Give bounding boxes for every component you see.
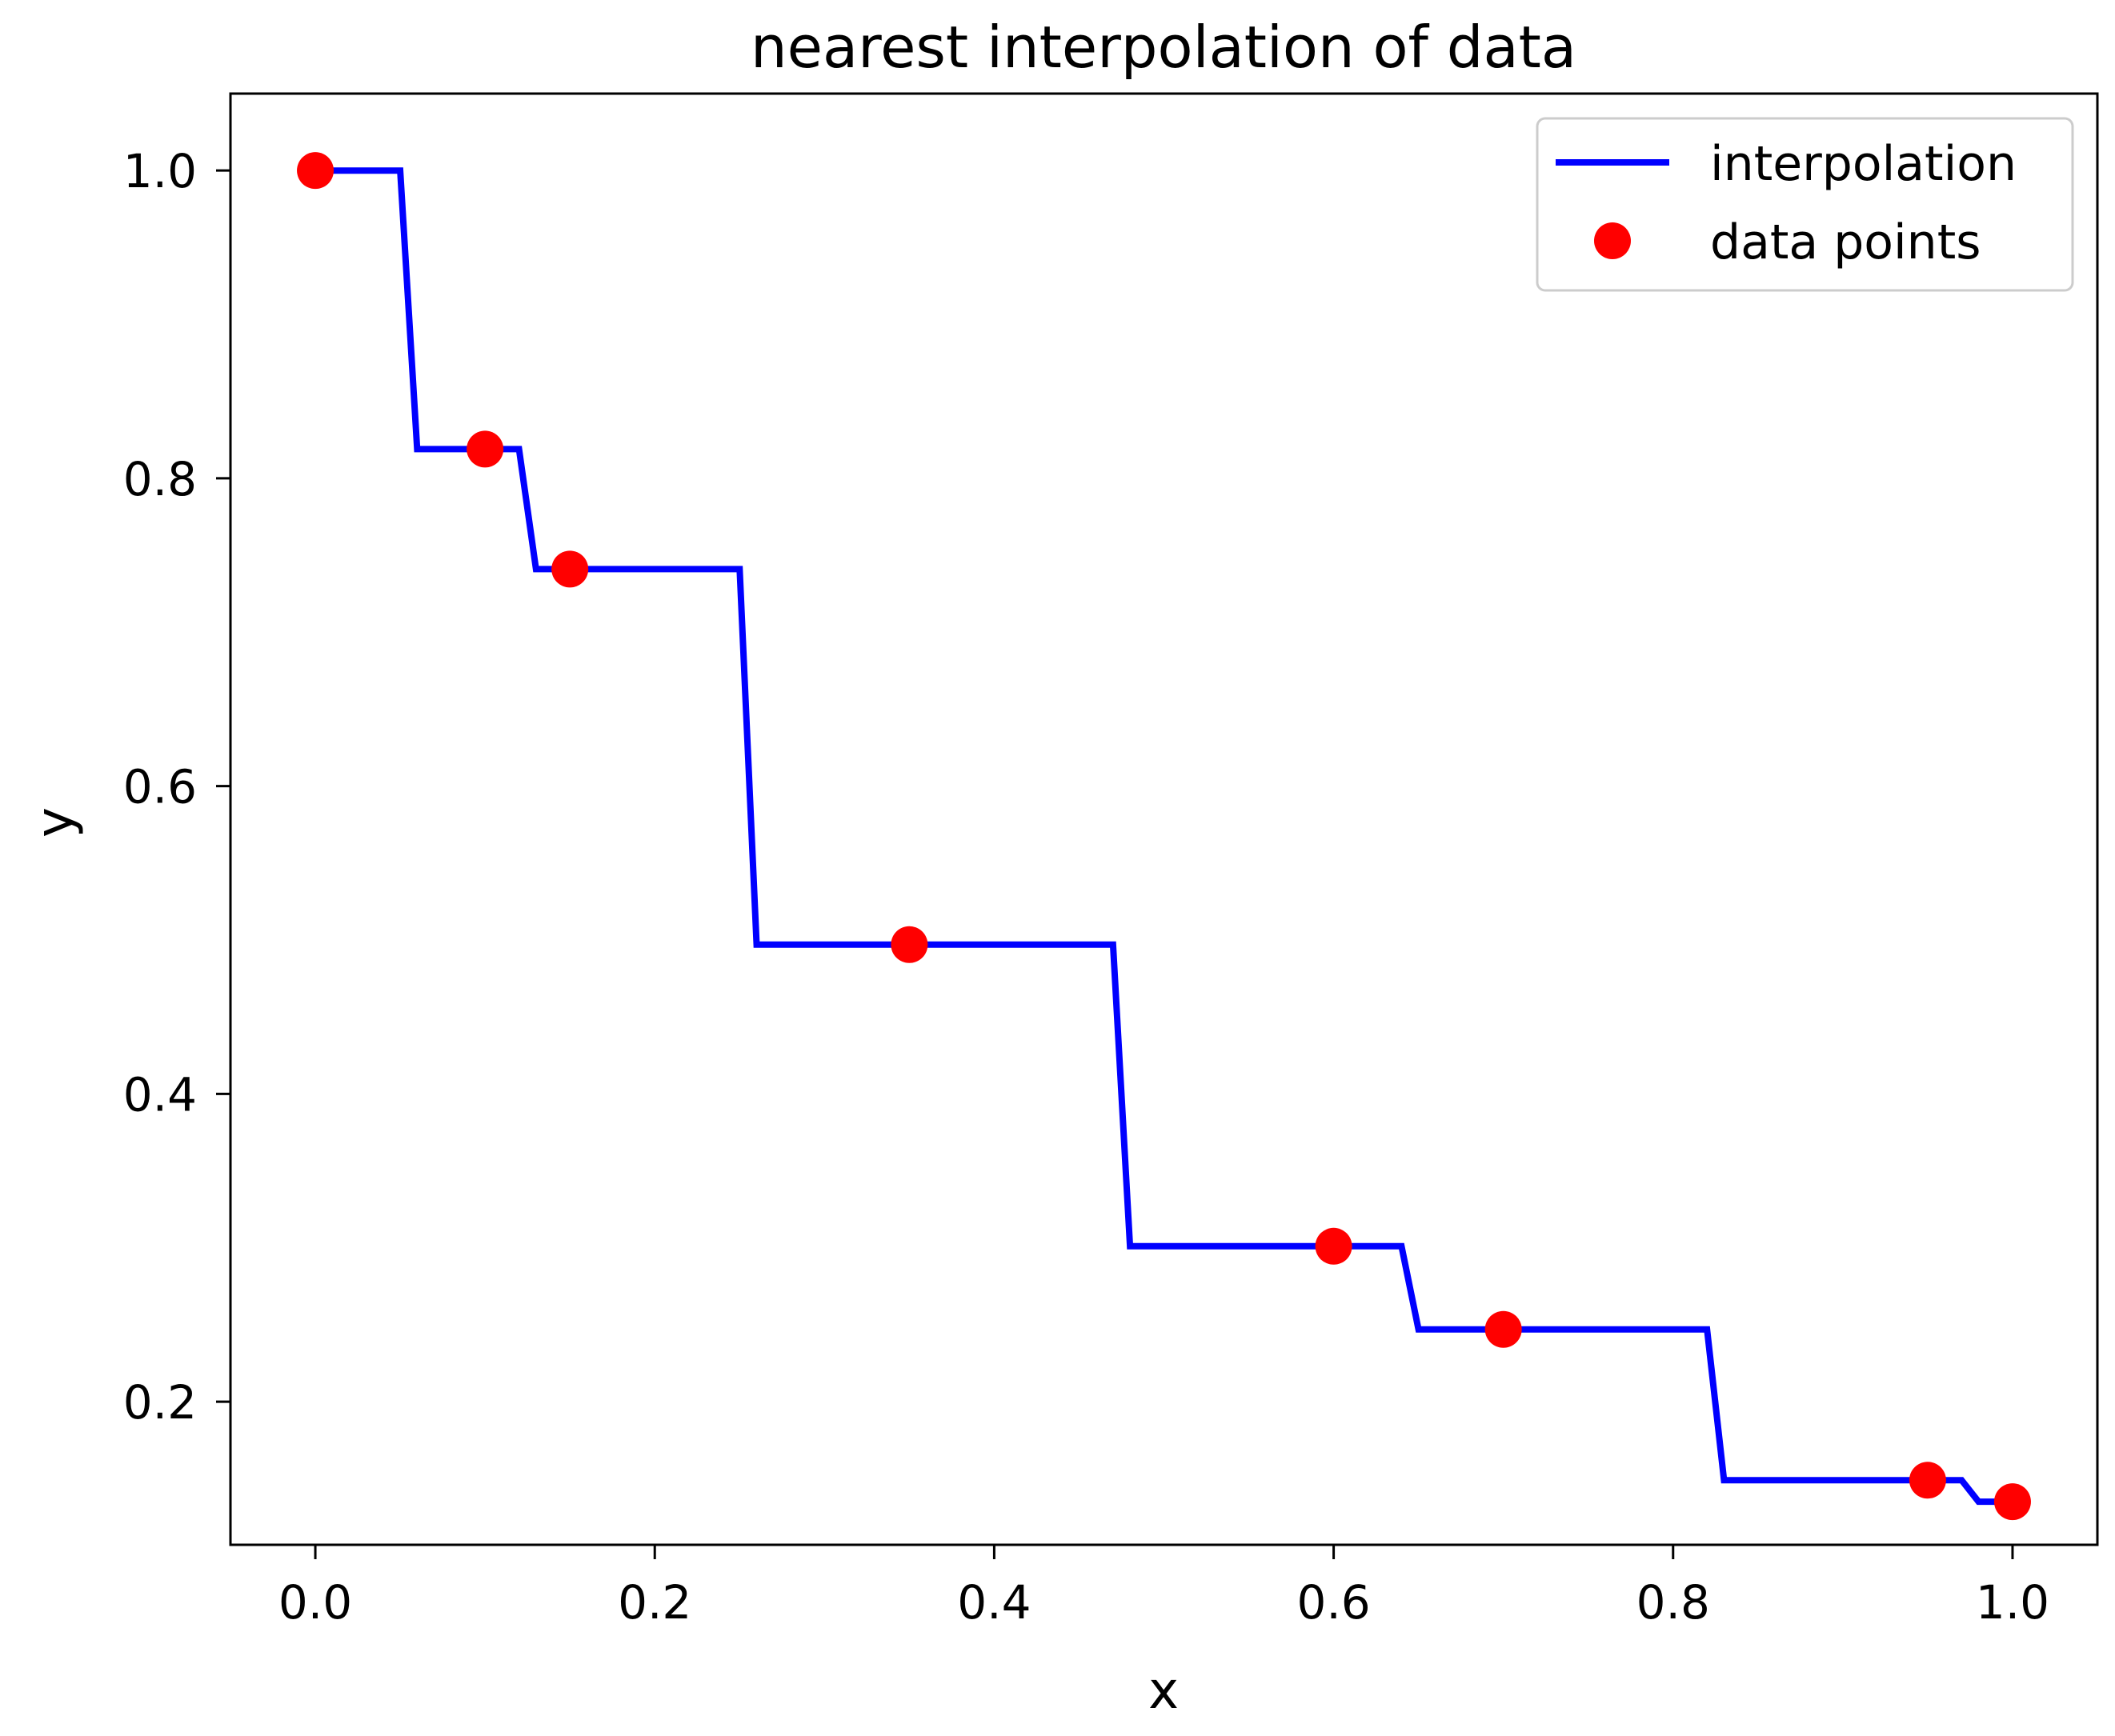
y-tick-label: 0.8: [123, 452, 197, 506]
y-axis-ticks: 0.2 0.4 0.6 0.8 1.0: [123, 144, 230, 1430]
y-tick-label: 1.0: [123, 144, 197, 198]
x-tick-label: 0.6: [1296, 1575, 1370, 1630]
x-axis-label: x: [1148, 1662, 1179, 1721]
y-tick-label: 0.4: [123, 1067, 197, 1122]
series-layer: [297, 152, 2031, 1521]
data-point: [1909, 1462, 1946, 1499]
legend-marker-swatch: [1594, 222, 1631, 259]
x-tick-label: 0.4: [957, 1575, 1031, 1630]
x-tick-label: 0.0: [278, 1575, 352, 1630]
data-point: [891, 926, 928, 963]
x-tick-label: 1.0: [1976, 1575, 2049, 1630]
plot-area: [229, 92, 2099, 1546]
legend-label-data-points: data points: [1710, 214, 1981, 270]
data-point: [297, 152, 334, 190]
x-tick-label: 0.8: [1636, 1575, 1710, 1630]
axes-frame: [229, 92, 2099, 1546]
x-axis-ticks: 0.0 0.2 0.4 0.6 0.8 1.0: [278, 1545, 2049, 1630]
legend: interpolation data points: [1536, 117, 2074, 292]
data-point: [1484, 1310, 1522, 1348]
data-point: [551, 550, 589, 588]
y-tick-label: 0.6: [123, 760, 197, 814]
y-tick-label: 0.2: [123, 1375, 197, 1430]
legend-label-interpolation: interpolation: [1710, 136, 2017, 192]
legend-frame: [1536, 117, 2074, 292]
data-point: [467, 430, 504, 468]
chart-title: nearest interpolation of data: [751, 14, 1576, 81]
x-tick-label: 0.2: [618, 1575, 691, 1630]
data-point: [1315, 1227, 1352, 1265]
y-axis-label: y: [26, 807, 85, 838]
data-point: [1993, 1483, 2031, 1521]
